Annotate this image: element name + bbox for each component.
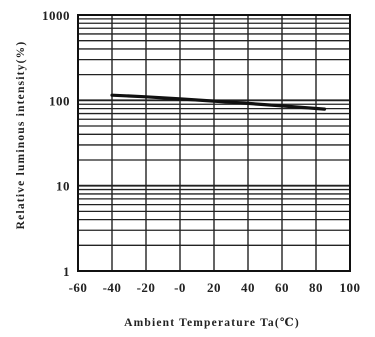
x-tick-label: 80 (309, 280, 323, 295)
y-axis-label: Relative luminous intensity(%) (15, 41, 27, 230)
series-layer (110, 93, 327, 111)
y-tick-label: 100 (49, 93, 70, 108)
y-tick-label: 10 (56, 179, 70, 194)
y-tick-label: 1000 (42, 8, 70, 23)
x-tick-label: 60 (275, 280, 289, 295)
x-tick-label: -20 (137, 280, 156, 295)
x-tick-label: -60 (69, 280, 88, 295)
x-tick-label: -40 (103, 280, 122, 295)
x-axis-label: Ambient Temperature Ta(℃) (124, 317, 300, 329)
x-tick-labels: -60 -40 -20 -0 20 40 60 80 100 (69, 280, 361, 295)
x-tick-label: -0 (174, 280, 186, 295)
x-tick-label: 20 (207, 280, 221, 295)
x-tick-label: 100 (340, 280, 361, 295)
y-tick-labels: 1 10 100 1000 (42, 8, 70, 279)
x-tick-label: 40 (241, 280, 255, 295)
y-tick-label: 1 (63, 264, 70, 279)
plot-frame (77, 14, 351, 272)
grid-lines (77, 15, 351, 272)
series-line (110, 93, 327, 111)
